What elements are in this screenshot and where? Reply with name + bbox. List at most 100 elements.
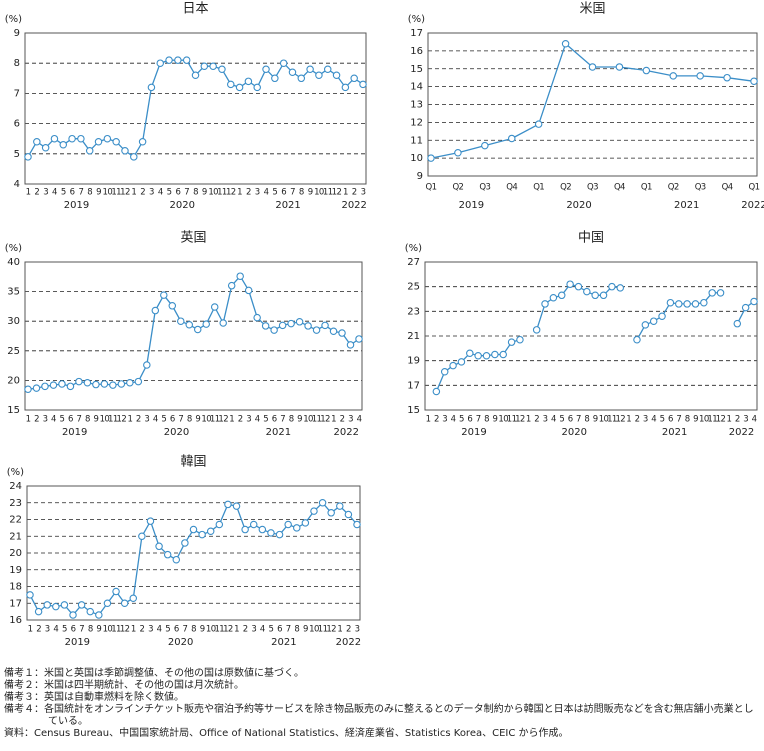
note: 備考３：英国は自動車燃料を除く数値。 — [4, 692, 184, 703]
x-tick-label: 10 — [314, 188, 324, 198]
x-tick-label: 11 — [108, 415, 118, 425]
data-point — [288, 68, 297, 77]
data-point — [77, 601, 86, 609]
x-tick-label: 4 — [153, 415, 158, 425]
x-tick-label: 5 — [167, 188, 172, 198]
y-tick-label: 23 — [407, 306, 420, 317]
year-label: 2020 — [566, 200, 591, 211]
data-point — [151, 306, 160, 315]
data-point — [24, 385, 32, 394]
plot-frame — [26, 485, 361, 621]
data-point — [236, 272, 244, 280]
data-point — [549, 294, 558, 302]
note: 備考４：各国統計をオンラインチケット販売や宿泊予約等サービスを除き物品販売のみに… — [4, 704, 754, 727]
x-tick-label: 1 — [331, 415, 336, 425]
data-point — [270, 326, 278, 334]
y-tick-label: 16 — [410, 46, 423, 57]
chart-title: 日本 — [182, 2, 208, 17]
year-label: 2019 — [65, 637, 90, 648]
data-point — [143, 361, 151, 369]
data-point — [249, 520, 258, 529]
x-tick-label: 8 — [85, 415, 90, 425]
data-point — [534, 120, 543, 128]
data-point — [33, 137, 41, 146]
data-point — [666, 298, 675, 307]
y-tick-label: 4 — [14, 179, 20, 190]
x-tick-label: 6 — [170, 415, 175, 425]
data-point — [284, 520, 292, 529]
x-tick-label: 3 — [45, 625, 50, 635]
data-point — [94, 137, 103, 146]
data-point — [295, 318, 304, 326]
data-point — [146, 517, 155, 525]
data-point — [86, 607, 94, 616]
x-tick-label: 9 — [195, 415, 200, 425]
data-point — [278, 321, 287, 330]
data-point — [34, 607, 43, 616]
data-point — [177, 317, 185, 325]
x-tick-label: 9 — [96, 188, 101, 198]
x-tick-label: 8 — [87, 188, 92, 198]
x-tick-label: 3 — [251, 625, 256, 635]
data-point — [304, 322, 312, 330]
data-point — [599, 291, 608, 300]
x-tick-label: 10 — [201, 415, 211, 425]
data-point — [235, 83, 244, 92]
plot-frame — [24, 261, 363, 411]
x-tick-label: 10 — [498, 415, 508, 425]
data-point — [41, 144, 50, 152]
data-point — [168, 302, 177, 310]
data-point — [557, 291, 566, 300]
x-tick-label: 9 — [297, 415, 302, 425]
data-point — [641, 321, 650, 329]
x-tick-label: 11 — [215, 625, 225, 635]
data-point — [58, 380, 66, 388]
data-point — [359, 80, 367, 89]
y-tick-label: 21 — [407, 331, 420, 342]
x-tick-label: 5 — [263, 415, 268, 425]
x-tick-label: 8 — [289, 415, 294, 425]
x-tick-label: 12 — [120, 188, 130, 198]
x-tick-label: 1 — [337, 625, 342, 635]
data-point — [499, 350, 507, 359]
data-point — [209, 62, 217, 70]
x-tick-label: Q1 — [426, 183, 437, 193]
data-point — [723, 73, 731, 82]
x-tick-label: 5 — [272, 188, 277, 198]
x-tick-label: 7 — [78, 188, 83, 198]
data-point — [287, 319, 295, 328]
data-point — [77, 134, 85, 143]
y-tick-label: 8 — [14, 58, 20, 69]
x-tick-label: 9 — [308, 188, 313, 198]
y-tick-label: 15 — [410, 64, 423, 75]
year-label: 2021 — [271, 637, 296, 648]
data-point — [691, 300, 700, 308]
data-line — [27, 275, 360, 390]
x-tick-label: 3 — [355, 625, 360, 635]
y-tick-label: 22 — [9, 515, 22, 526]
x-tick-label: 8 — [187, 415, 192, 425]
data-point — [532, 326, 541, 334]
data-point — [649, 317, 658, 325]
data-point — [258, 525, 267, 534]
x-tick-label: 11 — [323, 188, 333, 198]
data-point — [69, 611, 77, 619]
x-tick-label: 3 — [348, 415, 353, 425]
y-tick-label: 24 — [9, 481, 22, 492]
data-point — [156, 59, 164, 67]
x-tick-label: 2 — [136, 415, 141, 425]
x-tick-label: 6 — [568, 415, 573, 425]
data-point — [332, 71, 341, 80]
data-point — [232, 502, 241, 510]
data-point — [267, 529, 275, 537]
x-tick-label: 4 — [451, 415, 456, 425]
x-tick-label: Q4 — [614, 183, 625, 193]
x-tick-label: 4 — [255, 415, 260, 425]
x-tick-label: 5 — [559, 415, 564, 425]
x-tick-label: Q1 — [749, 183, 760, 193]
x-tick-label: 10 — [699, 415, 709, 425]
x-tick-label: 1 — [343, 188, 348, 198]
year-label: 2021 — [662, 427, 687, 438]
year-label: 2022 — [334, 427, 359, 438]
x-tick-label: 2 — [534, 415, 539, 425]
